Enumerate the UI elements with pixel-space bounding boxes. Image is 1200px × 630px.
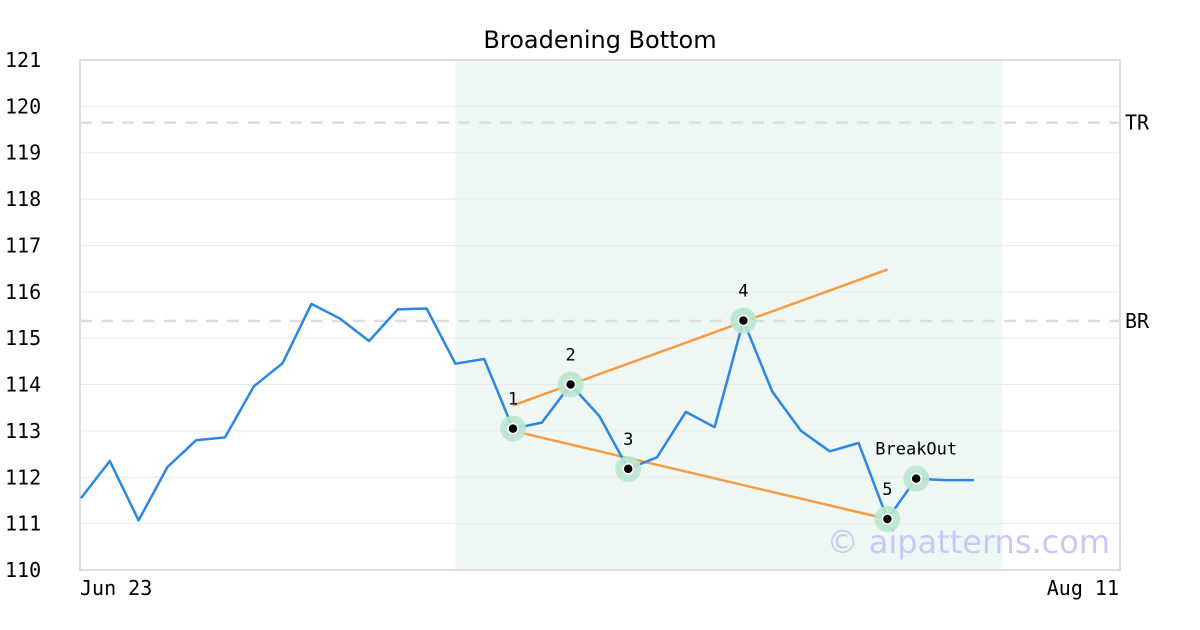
y-axis-ticks: 110 111 112 113 114 115 116 117 118 119 120 121 [5,48,41,582]
x-tick-start: Jun 23 [80,576,152,600]
pattern-point-dot [622,463,634,475]
y-tick-label: 121 [5,48,41,72]
watermark: © aipatterns.com [827,523,1110,561]
y-tick-label: 116 [5,280,41,304]
pattern-point-dot [737,314,750,327]
pattern-point-dot [564,378,577,391]
pattern-markers: 1 2 3 4 5 BreakOut [500,282,957,532]
price-line [80,302,974,522]
reference-lines: TR BR [80,111,1150,333]
pattern-point-label: 3 [623,430,633,450]
y-tick-label: 117 [5,233,41,257]
reference-label: TR [1125,111,1150,135]
x-tick-end: Aug 11 [1047,576,1119,600]
y-tick-label: 113 [5,419,41,443]
pattern-point-dot [910,472,922,485]
y-tick-label: 118 [5,187,41,211]
pattern-point-label: 5 [882,480,892,500]
y-tick-label: 119 [5,141,41,165]
y-tick-label: 114 [5,373,41,397]
y-tick-label: 120 [5,94,41,118]
pattern-region [455,60,1003,570]
reference-label: BR [1125,309,1150,333]
chart-title: Broadening Bottom [483,26,716,54]
pattern-point-dot [881,513,894,525]
plot-frame [79,59,1121,571]
y-tick-label: 115 [5,326,41,350]
breakout-label: BreakOut [875,440,957,460]
pattern-point-label: 4 [738,282,748,302]
y-tick-label: 111 [5,512,41,536]
pattern-point-label: 2 [565,346,575,366]
trendline [512,429,888,521]
y-tick-label: 110 [5,558,41,582]
y-tick-label: 112 [5,465,41,489]
pattern-point-label: 1 [508,390,518,410]
pattern-point-dot [507,422,519,435]
